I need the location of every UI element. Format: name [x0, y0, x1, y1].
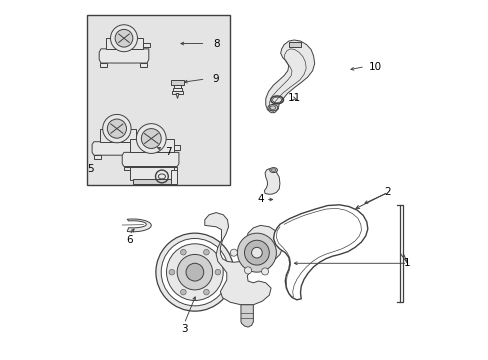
Circle shape: [161, 238, 228, 306]
Text: 11: 11: [287, 94, 300, 103]
Polygon shape: [133, 155, 140, 159]
Bar: [173, 85, 181, 88]
Circle shape: [115, 30, 133, 47]
Polygon shape: [100, 129, 136, 142]
Circle shape: [203, 249, 209, 255]
Bar: [172, 91, 183, 94]
Circle shape: [251, 247, 262, 258]
Polygon shape: [170, 170, 177, 184]
Text: 10: 10: [368, 62, 382, 72]
Polygon shape: [127, 219, 151, 232]
Text: 9: 9: [212, 74, 219, 84]
Circle shape: [230, 249, 237, 256]
Circle shape: [110, 25, 137, 52]
Polygon shape: [204, 213, 282, 305]
Bar: [173, 88, 182, 91]
Polygon shape: [100, 63, 107, 67]
Circle shape: [180, 289, 186, 295]
Text: 6: 6: [126, 235, 132, 245]
Text: 8: 8: [212, 39, 219, 49]
Polygon shape: [241, 305, 253, 327]
Bar: [173, 145, 180, 149]
Circle shape: [215, 269, 220, 275]
Ellipse shape: [267, 104, 277, 111]
Circle shape: [169, 269, 174, 275]
Text: 4: 4: [257, 194, 263, 204]
Ellipse shape: [269, 168, 277, 172]
Polygon shape: [130, 139, 173, 152]
Polygon shape: [133, 179, 171, 184]
Circle shape: [261, 268, 268, 275]
Polygon shape: [265, 40, 314, 113]
Polygon shape: [273, 205, 367, 300]
Polygon shape: [264, 168, 279, 194]
Circle shape: [244, 240, 269, 265]
Polygon shape: [140, 63, 147, 67]
Bar: [171, 80, 183, 85]
Circle shape: [102, 114, 131, 143]
Circle shape: [244, 267, 251, 274]
Circle shape: [141, 129, 161, 148]
Circle shape: [136, 123, 166, 153]
Text: 2: 2: [384, 188, 390, 197]
Circle shape: [156, 233, 233, 311]
Circle shape: [237, 233, 276, 272]
Polygon shape: [92, 142, 142, 155]
Circle shape: [107, 119, 126, 138]
Polygon shape: [176, 94, 179, 99]
Polygon shape: [106, 38, 143, 49]
Circle shape: [177, 255, 212, 290]
Polygon shape: [94, 155, 101, 159]
Polygon shape: [99, 49, 148, 63]
Circle shape: [185, 263, 203, 281]
Text: 7: 7: [164, 147, 171, 157]
Polygon shape: [170, 167, 177, 170]
Text: 3: 3: [181, 324, 187, 334]
Polygon shape: [122, 152, 179, 167]
Bar: [143, 43, 149, 48]
Polygon shape: [124, 167, 131, 170]
Polygon shape: [288, 42, 301, 47]
Circle shape: [180, 249, 186, 255]
Text: 5: 5: [87, 165, 93, 174]
Bar: [86, 15, 230, 185]
Circle shape: [166, 244, 223, 301]
Circle shape: [203, 289, 209, 295]
Polygon shape: [130, 167, 173, 180]
Text: 1: 1: [404, 258, 410, 268]
